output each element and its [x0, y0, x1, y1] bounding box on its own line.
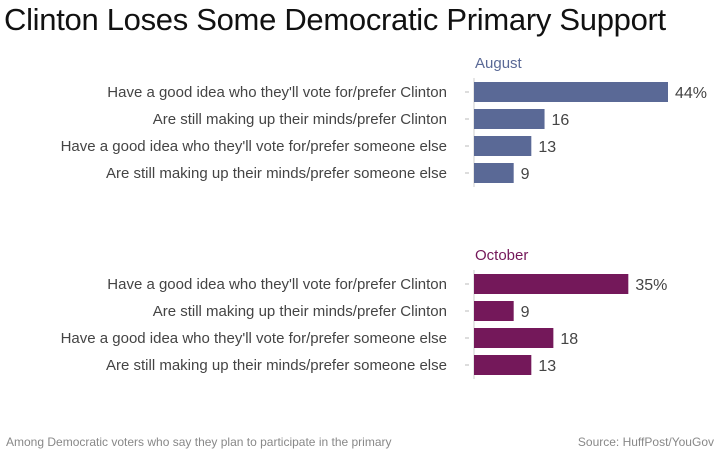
bar-chart: August Have a good idea who they'll vote …	[61, 55, 707, 379]
value-label-0-3: 9	[521, 166, 530, 183]
value-label-1-2: 18	[560, 331, 578, 348]
value-label-1-1: 9	[521, 304, 530, 321]
source-credit: Source: HuffPost/YouGov	[577, 435, 714, 449]
category-label-0-1: Are still making up their minds/prefer C…	[153, 111, 447, 128]
bar-1-2	[474, 328, 554, 348]
category-label-0-2: Have a good idea who they'll vote for/pr…	[61, 138, 447, 155]
value-label-0-1: 16	[552, 112, 570, 129]
value-label-0-0: 44%	[675, 85, 707, 102]
bar-0-0	[474, 82, 668, 102]
bar-1-0	[474, 274, 629, 294]
category-label-1-2: Have a good idea who they'll vote for/pr…	[61, 330, 447, 347]
bar-1-3	[474, 355, 532, 375]
category-label-1-0: Have a good idea who they'll vote for/pr…	[107, 276, 447, 293]
series-heading-0: August	[475, 55, 523, 72]
value-label-1-3: 13	[538, 358, 556, 375]
category-label-0-3: Are still making up their minds/prefer s…	[106, 165, 447, 182]
bar-0-1	[474, 109, 545, 129]
value-label-0-2: 13	[538, 139, 556, 156]
category-label-1-3: Are still making up their minds/prefer s…	[106, 357, 447, 374]
category-label-1-1: Are still making up their minds/prefer C…	[153, 303, 447, 320]
category-label-0-0: Have a good idea who they'll vote for/pr…	[107, 84, 447, 101]
bar-0-2	[474, 136, 532, 156]
series-heading-1: October	[475, 247, 528, 264]
bar-1-1	[474, 301, 514, 321]
value-label-1-0: 35%	[635, 277, 667, 294]
footnote: Among Democratic voters who say they pla…	[6, 435, 392, 449]
chart-title: Clinton Loses Some Democratic Primary Su…	[4, 2, 666, 37]
bar-0-3	[474, 163, 514, 183]
